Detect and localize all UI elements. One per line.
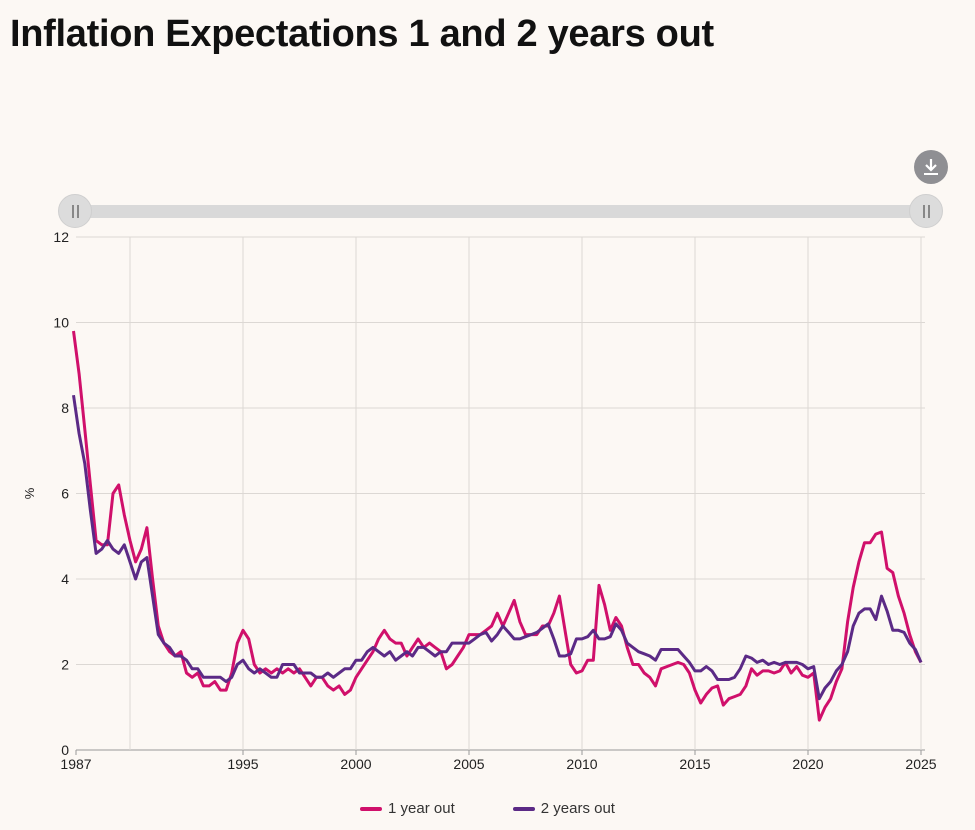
y-tick-label: 10: [53, 315, 69, 331]
x-tick-label: 2010: [566, 756, 597, 772]
y-tick-label: 0: [61, 742, 69, 758]
legend-item-2-years-out[interactable]: 2 years out: [512, 800, 615, 817]
y-tick-label: 2: [61, 657, 69, 673]
legend-swatch-1-year-out: [360, 806, 383, 811]
x-tick-label: 2015: [679, 756, 710, 772]
range-slider-left-handle[interactable]: [58, 194, 92, 228]
x-tick-label: 1995: [227, 756, 258, 772]
y-tick-label: 4: [61, 571, 69, 587]
chart-title: Inflation Expectations 1 and 2 years out: [10, 13, 714, 55]
y-axis-label: %: [22, 487, 37, 499]
series-line-2-years-out: [72, 394, 923, 701]
range-slider-track[interactable]: [74, 205, 926, 218]
download-icon: [924, 159, 938, 175]
range-slider-right-handle[interactable]: [909, 194, 943, 228]
x-tick-label: 2005: [453, 756, 484, 772]
x-tick-label: 2025: [905, 756, 936, 772]
y-tick-label: 12: [53, 229, 69, 245]
download-button[interactable]: [914, 150, 948, 184]
x-tick-label: 1987: [60, 756, 91, 772]
y-tick-label: 6: [61, 486, 69, 502]
line-chart: 0 2 4 6 8 10 12 1987 1995 2000 2005 2010 2015 2020 202…: [22, 229, 937, 772]
legend: 1 year out 2 years out: [0, 800, 975, 817]
y-tick-label: 8: [61, 400, 69, 416]
x-tick-label: 2020: [792, 756, 823, 772]
legend-label: 2 years out: [540, 800, 615, 817]
legend-swatch-2-years-out: [512, 806, 535, 811]
series-line-1-year-out: [72, 330, 923, 722]
legend-item-1-year-out[interactable]: 1 year out: [360, 800, 455, 817]
legend-label: 1 year out: [388, 800, 455, 817]
x-tick-label: 2000: [340, 756, 371, 772]
